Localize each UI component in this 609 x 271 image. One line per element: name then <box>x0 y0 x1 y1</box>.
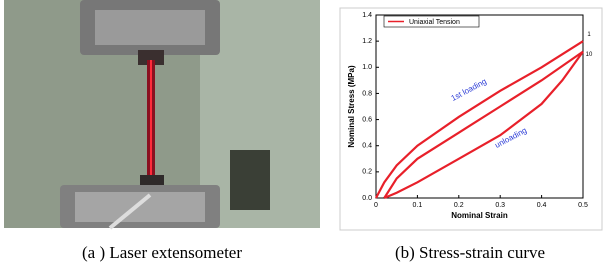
figure: (a ) Laser extensometer (b) Stress-strai… <box>0 0 609 271</box>
x-tick-label: 0.3 <box>495 202 505 209</box>
x-axis-label: Nominal Strain <box>451 211 508 220</box>
y-tick-label: 0.4 <box>362 143 372 150</box>
y-axis-label: Nominal Stress (MPa) <box>347 65 356 148</box>
y-tick-label: 0.8 <box>362 90 372 97</box>
x-tick-label: 0 <box>374 202 378 209</box>
x-tick-label: 0.4 <box>537 202 547 209</box>
x-tick-label: 0.1 <box>413 202 423 209</box>
upper-grip <box>95 10 205 45</box>
y-tick-label: 1.0 <box>362 64 372 71</box>
y-tick-label: 0.2 <box>362 169 372 176</box>
photo-object <box>230 150 270 210</box>
y-tick-label: 1.4 <box>362 12 372 19</box>
y-tick-label: 1.2 <box>362 38 372 45</box>
photo <box>4 0 320 228</box>
x-tick-label: 0.5 <box>578 202 588 209</box>
lower-grip <box>75 192 205 222</box>
caption: (b) Stress-strain curve <box>395 243 545 262</box>
legend-label: Uniaxial Tension <box>409 19 460 26</box>
x-tick-label: 0.2 <box>454 202 464 209</box>
y-tick-label: 0.0 <box>362 195 372 202</box>
chart-frame <box>340 8 602 230</box>
y-tick-label: 0.6 <box>362 116 372 123</box>
caption: (a ) Laser extensometer <box>82 243 242 262</box>
annotation: 10 <box>586 52 593 58</box>
